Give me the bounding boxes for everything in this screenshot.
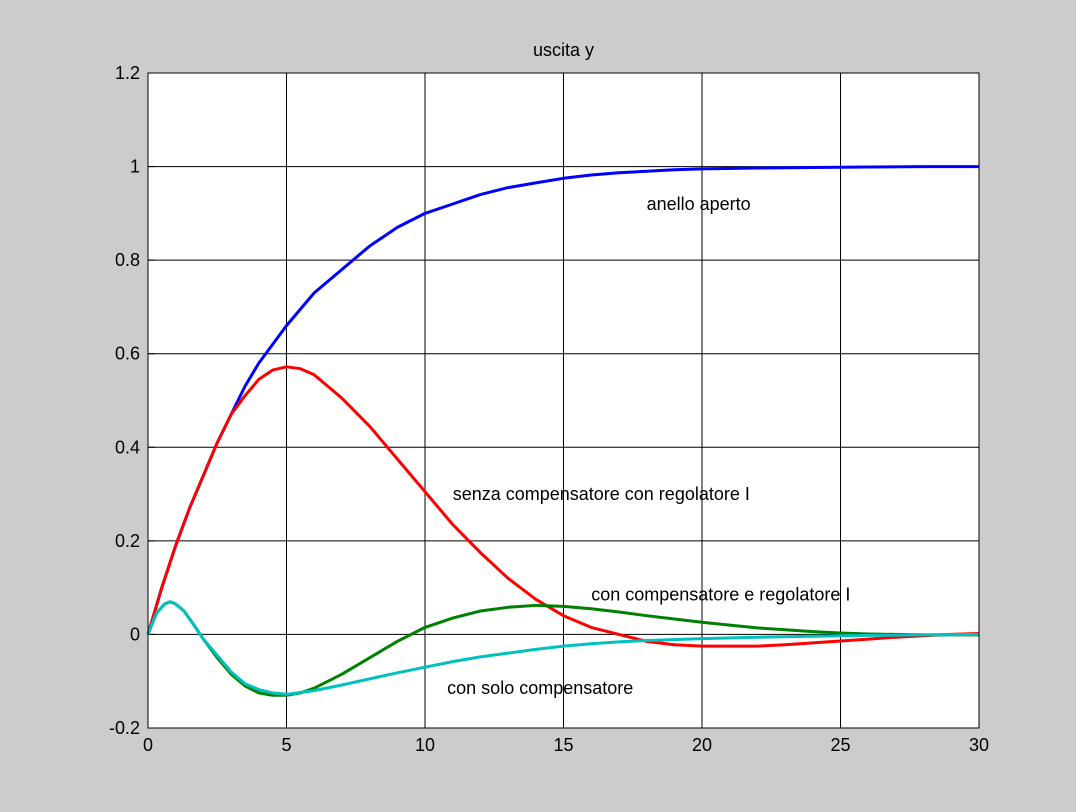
plot-frame	[147, 72, 980, 729]
x-tick-label: 30	[969, 735, 989, 755]
y-tick-label: 0.8	[115, 250, 140, 270]
x-tick-label: 20	[692, 735, 712, 755]
chart-title: uscita y	[533, 40, 594, 60]
series-line-2	[146, 365, 980, 648]
annotations: anello aperto senza compensatore con rego…	[447, 194, 850, 698]
y-tick-label: 0.4	[115, 437, 140, 457]
y-tick-label: 1.2	[115, 63, 140, 83]
y-tick-label: 0.6	[115, 344, 140, 364]
y-tick-label: 1	[130, 157, 140, 177]
x-tick-label: 25	[830, 735, 850, 755]
x-tick-label: 5	[281, 735, 291, 755]
y-tick-label: 0	[130, 624, 140, 644]
series-group	[146, 165, 980, 697]
x-tick-label: 15	[553, 735, 573, 755]
annotation-label: anello aperto	[647, 194, 751, 214]
series-line-4	[146, 600, 980, 696]
y-tick-label: 0.2	[115, 531, 140, 551]
y-tick-label: -0.2	[109, 718, 140, 738]
tick-labels: 0 5 10 15 20 25 30-0.200.20.40.60.811.2	[109, 63, 989, 755]
x-tick-label: 0	[143, 735, 153, 755]
annotation-label: con solo compensatore	[447, 678, 633, 698]
x-tick-label: 10	[415, 735, 435, 755]
annotation-label: con compensatore e regolatore I	[591, 585, 850, 605]
annotation-label: senza compensatore con regolatore I	[453, 484, 750, 504]
